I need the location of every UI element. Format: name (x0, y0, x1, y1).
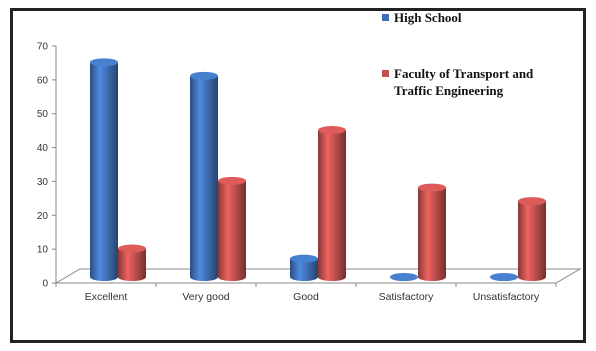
y-tick-label: 0 (42, 279, 48, 290)
legend-label: High School (394, 10, 462, 25)
x-tick-label: Very good (182, 291, 229, 303)
bar-faculty-excellent (118, 244, 146, 281)
bar-faculty-satisfactory (418, 183, 446, 281)
x-tick-label: Unsatisfactory (473, 291, 540, 303)
x-tick-label: Good (293, 291, 319, 303)
y-tick-label: 10 (37, 245, 49, 256)
floor-outline (55, 268, 582, 284)
legend-label: Faculty of Transport and (394, 66, 534, 81)
bar-faculty-unsatisfactory (518, 197, 546, 281)
bar-high-school-excellent (90, 58, 118, 281)
x-tick-label: Excellent (85, 291, 128, 303)
legend-swatch-high-school (382, 14, 389, 21)
bar-high-school-satisfactory (390, 273, 418, 281)
bar-high-school-good (290, 254, 318, 281)
bar-faculty-good (318, 126, 346, 281)
x-tick-label: Satisfactory (379, 291, 435, 303)
bar-faculty-very-good (218, 176, 246, 281)
y-tick-label: 40 (37, 143, 49, 154)
y-tick-label: 20 (37, 211, 49, 222)
bar-high-school-very-good (190, 71, 218, 281)
y-tick-label: 50 (37, 109, 49, 120)
bar-high-school-unsatisfactory (490, 273, 518, 281)
y-tick-label: 30 (37, 177, 49, 188)
legend-swatch-faculty (382, 70, 389, 77)
y-tick-label: 70 (37, 42, 49, 53)
y-tick-label: 60 (37, 75, 49, 86)
legend-label: Traffic Engineering (394, 83, 504, 98)
